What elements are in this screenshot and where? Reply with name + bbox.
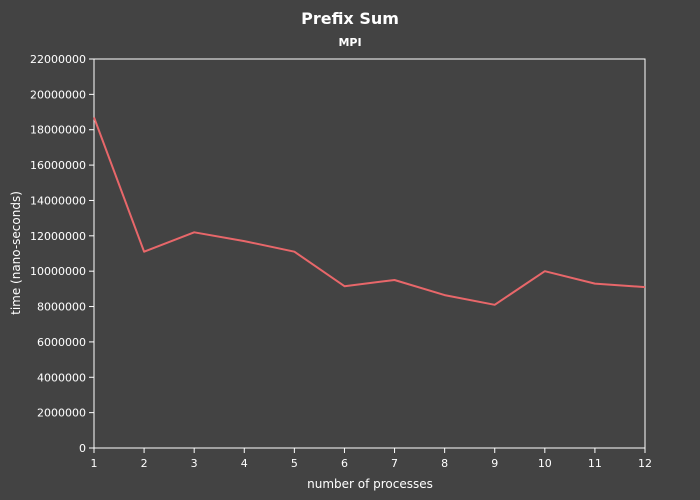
x-tick-label: 4 (241, 457, 248, 470)
x-tick-label: 12 (638, 457, 652, 470)
chart-subtitle: MPI (338, 36, 361, 49)
y-tick-label: 4000000 (37, 371, 86, 384)
x-tick-label: 2 (141, 457, 148, 470)
y-tick-label: 20000000 (30, 88, 86, 101)
y-axis-label: time (nano-seconds) (9, 191, 23, 315)
y-axis-ticks: 0 2000000 4000000 6000000 8000000 10000000 120… (30, 53, 94, 455)
x-tick-label: 11 (588, 457, 602, 470)
x-tick-label: 9 (491, 457, 498, 470)
x-tick-label: 3 (191, 457, 198, 470)
x-tick-label: 5 (291, 457, 298, 470)
y-tick-label: 6000000 (37, 336, 86, 349)
y-tick-label: 16000000 (30, 159, 86, 172)
x-tick-label: 10 (538, 457, 552, 470)
y-tick-label: 22000000 (30, 53, 86, 66)
y-tick-label: 10000000 (30, 265, 86, 278)
x-tick-label: 1 (91, 457, 98, 470)
y-tick-label: 14000000 (30, 194, 86, 207)
x-axis-label: number of processes (307, 477, 433, 491)
y-tick-label: 18000000 (30, 124, 86, 137)
chart-title: Prefix Sum (301, 9, 399, 28)
y-tick-label: 8000000 (37, 301, 86, 314)
x-tick-label: 7 (391, 457, 398, 470)
x-tick-label: 6 (341, 457, 348, 470)
x-tick-label: 8 (441, 457, 448, 470)
x-axis-ticks: 1 2 3 4 5 6 7 8 9 10 11 12 (91, 448, 652, 470)
plot-area-frame (93, 58, 646, 449)
series-layer (93, 117, 646, 306)
y-tick-label: 0 (79, 442, 86, 455)
y-tick-label: 2000000 (37, 407, 86, 420)
y-tick-label: 12000000 (30, 230, 86, 243)
series-line-0 (93, 117, 646, 306)
